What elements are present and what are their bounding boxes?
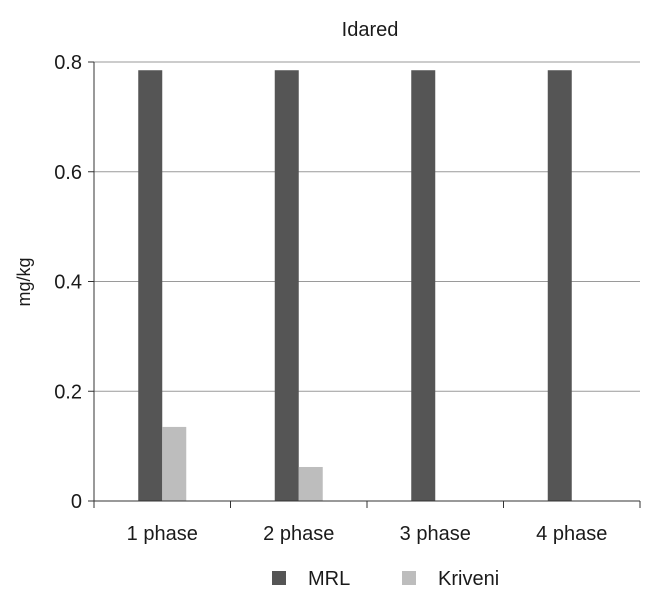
legend-label-mrl: MRL [308, 568, 350, 590]
chart-title: Idared [342, 19, 399, 41]
y-tick-label: 0.2 [54, 381, 82, 403]
bar-mrl-1 [138, 70, 163, 501]
bar-mrl-2 [274, 70, 299, 501]
legend-swatch-mrl [272, 571, 286, 585]
bar-mrl-4 [547, 70, 572, 501]
x-tick-label: 1 phase [127, 523, 198, 545]
y-ticks: 0 0.2 0.4 0.6 0.8 [54, 52, 94, 513]
x-tick-label: 4 phase [536, 523, 607, 545]
x-tick-label: 3 phase [400, 523, 471, 545]
legend: MRL Kriveni [272, 568, 499, 590]
bar-kriveni-2 [298, 466, 323, 501]
x-tick-label: 2 phase [263, 523, 334, 545]
y-tick-label: 0.4 [54, 272, 82, 294]
bar-kriveni-1 [162, 426, 187, 501]
y-tick-label: 0 [71, 491, 82, 513]
x-ticks: 1 phase 2 phase 3 phase 4 phase [93, 501, 641, 545]
y-tick-label: 0.8 [54, 52, 82, 74]
bars [138, 70, 572, 501]
y-tick-label: 0.6 [54, 162, 82, 184]
bar-mrl-3 [411, 70, 436, 501]
legend-swatch-kriveni [402, 571, 416, 585]
legend-label-kriveni: Kriveni [438, 568, 499, 590]
y-axis-title: mg/kg [14, 257, 34, 306]
